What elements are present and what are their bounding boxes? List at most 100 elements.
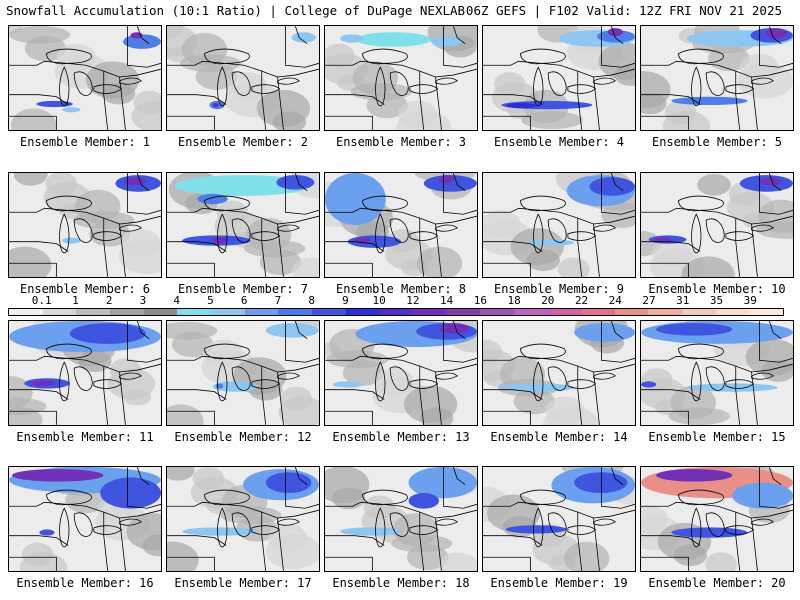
member-map-8 (324, 172, 478, 278)
colorbar-tick-label: 31 (676, 294, 690, 307)
colorbar-swatch (345, 309, 380, 315)
snow-area (355, 32, 432, 47)
member-label-2: Ensemble Member: 2 (177, 135, 309, 149)
colorbar-swatch (715, 309, 750, 315)
snow-area (100, 477, 161, 509)
member-map-19 (482, 466, 636, 572)
colorbar-tick-label: 24 (608, 294, 622, 307)
snow-area (276, 175, 315, 190)
colorbar-swatch (143, 309, 178, 315)
snow-area (215, 383, 224, 389)
snow-area (197, 193, 228, 205)
colorbar-swatch (42, 309, 77, 315)
colorbar-tick-label: 1 (72, 294, 79, 307)
snow-area (439, 323, 470, 334)
colorbar-swatch (109, 309, 144, 315)
colorbar-tick-label: 35 (709, 294, 724, 307)
snow-area (498, 383, 575, 392)
colorbar-tick-label: 0.1 (31, 294, 52, 307)
snow-area (656, 469, 733, 482)
snowfall-colorbar (8, 308, 784, 316)
member-label-9: Ensemble Member: 9 (493, 282, 625, 296)
colorbar-swatch (547, 309, 582, 315)
colorbar-swatch (648, 309, 683, 315)
member-map-4 (482, 25, 636, 131)
snow-area (325, 173, 386, 225)
member-label-14: Ensemble Member: 14 (490, 430, 628, 444)
colorbar-swatch (513, 309, 548, 315)
colorbar-tick-label: 9 (342, 294, 349, 307)
member-label-16: Ensemble Member: 16 (16, 576, 154, 590)
snow-area (607, 28, 623, 37)
member-label-12: Ensemble Member: 12 (174, 430, 312, 444)
snow-area (340, 527, 401, 536)
colorbar-swatch (682, 309, 716, 315)
colorbar-swatch (210, 309, 245, 315)
snow-area (62, 237, 81, 244)
snow-area (408, 493, 439, 509)
colorbar-swatch (446, 309, 481, 315)
snow-area (505, 525, 567, 534)
member-label-15: Ensemble Member: 15 (648, 430, 786, 444)
member-label-20: Ensemble Member: 20 (648, 576, 786, 590)
snow-area (62, 107, 81, 113)
colorbar-tick-label: 4 (173, 294, 180, 307)
snow-area (528, 239, 575, 246)
snow-area (69, 323, 146, 344)
snow-area (597, 30, 635, 43)
snow-area (431, 36, 462, 47)
colorbar-tick-label: 12 (406, 294, 420, 307)
member-label-1: Ensemble Member: 1 (19, 135, 151, 149)
colorbar-tick-label: 2 (105, 294, 113, 307)
member-map-3 (324, 25, 478, 131)
snow-area (671, 96, 748, 106)
snow-area (12, 469, 104, 482)
colorbar-swatch (480, 309, 514, 315)
colorbar-swatch (379, 309, 413, 315)
snow-area (765, 28, 787, 39)
snow-area (439, 175, 455, 184)
member-label-19: Ensemble Member: 19 (490, 576, 628, 590)
valid-time-title: 06Z GEFS | F102 Valid: 12Z FRI NOV 21 20… (465, 3, 782, 18)
snow-area (265, 472, 312, 493)
member-map-12 (166, 320, 320, 426)
member-label-10: Ensemble Member: 10 (648, 282, 786, 296)
colorbar-tick-label: 39 (743, 294, 757, 307)
member-map-20 (640, 466, 794, 572)
colorbar-swatch (278, 309, 312, 315)
colorbar-swatch (614, 309, 649, 315)
member-map-1 (8, 25, 162, 131)
snow-area (212, 381, 259, 392)
snow-area (182, 527, 259, 536)
member-label-3: Ensemble Member: 3 (335, 135, 467, 149)
snow-area (212, 237, 228, 244)
snow-area (340, 34, 363, 43)
map-title: Snowfall Accumulation (10:1 Ratio) | Col… (6, 3, 466, 18)
member-label-13: Ensemble Member: 13 (332, 430, 470, 444)
member-map-15 (640, 320, 794, 426)
colorbar-swatch (581, 309, 615, 315)
member-label-7: Ensemble Member: 7 (177, 282, 309, 296)
member-label-4: Ensemble Member: 4 (493, 135, 625, 149)
colorbar-swatch (9, 309, 43, 315)
member-label-6: Ensemble Member: 6 (19, 282, 151, 296)
snow-area (641, 381, 657, 388)
colorbar-tick-label: 6 (240, 294, 248, 307)
member-map-5 (640, 25, 794, 131)
snow-area (671, 527, 748, 538)
colorbar-tick-label: 8 (308, 294, 315, 307)
member-label-8: Ensemble Member: 8 (335, 282, 467, 296)
member-map-16 (8, 466, 162, 572)
member-map-17 (166, 466, 320, 572)
snow-area (212, 102, 219, 108)
colorbar-tick-label: 20 (541, 294, 555, 307)
member-map-11 (8, 320, 162, 426)
member-label-17: Ensemble Member: 17 (174, 576, 312, 590)
snow-area (732, 482, 793, 509)
member-map-13 (324, 320, 478, 426)
snow-area (759, 177, 781, 186)
colorbar-tick-label: 10 (372, 294, 386, 307)
colorbar-tick-label: 18 (507, 294, 521, 307)
member-label-5: Ensemble Member: 5 (651, 135, 783, 149)
member-map-6 (8, 172, 162, 278)
